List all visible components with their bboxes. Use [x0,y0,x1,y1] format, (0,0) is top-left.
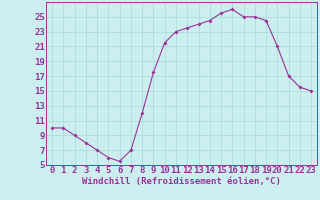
X-axis label: Windchill (Refroidissement éolien,°C): Windchill (Refroidissement éolien,°C) [82,177,281,186]
